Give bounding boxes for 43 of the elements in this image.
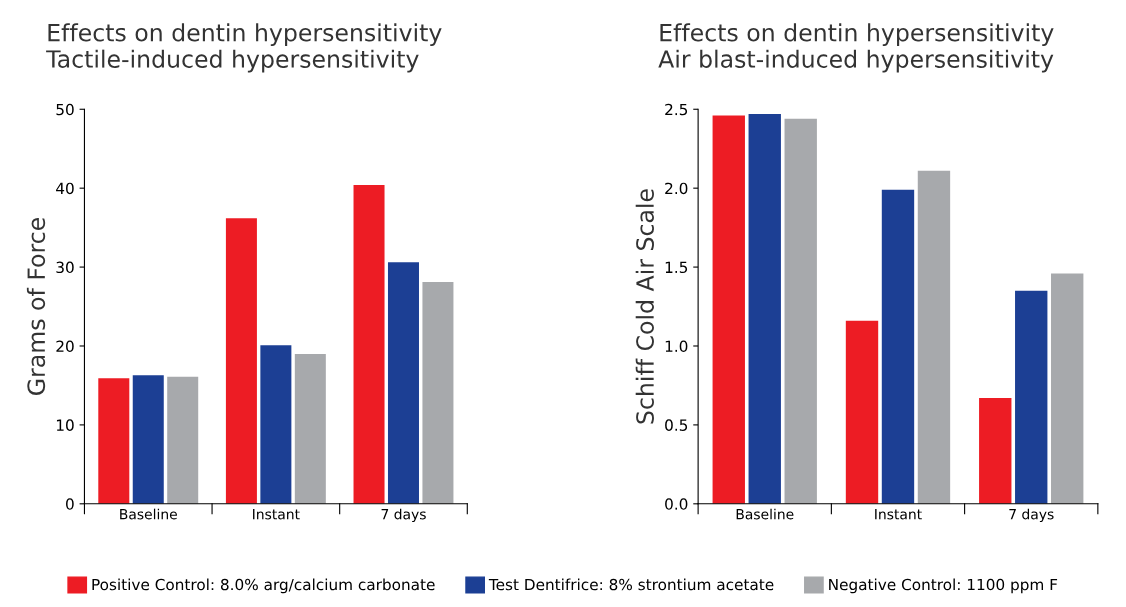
- chart-title: Effects on dentin hypersensitivity Tactile-induced hypersensitivity: [46, 23, 442, 73]
- chart-title: Effects on dentin hypersensitivity Air blast-induced hypersensitivity: [658, 23, 1054, 73]
- y-tick-label: 10: [56, 419, 74, 431]
- y-tick-label: 30: [56, 261, 74, 274]
- bar: [353, 185, 385, 504]
- x-tick-label: 7 days: [381, 508, 426, 523]
- bar: [845, 320, 879, 504]
- bar: [917, 170, 951, 504]
- y-tick-label: 40: [56, 182, 74, 195]
- bar: [712, 115, 745, 504]
- y-tick-label: 0: [66, 498, 74, 510]
- bar: [132, 375, 164, 504]
- legend-label: Positive Control: 8.0% arg/calcium carbonate: [92, 578, 435, 594]
- bar: [748, 113, 781, 504]
- y-tick-label: 0.0: [665, 498, 688, 510]
- y-axis-title: Schiff Cold Air Scale: [635, 189, 654, 424]
- y-tick-label: 0.5: [665, 419, 688, 431]
- bar: [294, 353, 326, 504]
- x-tick-label: Baseline: [736, 508, 794, 520]
- bar: [881, 189, 915, 504]
- x-tick-label: Baseline: [120, 508, 177, 520]
- bar: [167, 376, 199, 504]
- bar: [784, 118, 817, 504]
- bar: [260, 345, 292, 504]
- legend-label: Test Dentifrice: 8% strontium acetate: [488, 578, 774, 591]
- bar: [422, 282, 454, 504]
- y-tick-label: 20: [56, 340, 74, 353]
- bar: [98, 378, 130, 504]
- legend-label: Negative Control: 1100 ppm F: [829, 578, 1058, 594]
- x-tick-label: 7 days: [1009, 508, 1054, 523]
- y-tick-label: 2.0: [665, 182, 688, 195]
- bar: [1015, 290, 1048, 504]
- bar: [1051, 273, 1084, 504]
- y-tick-label: 1.5: [665, 261, 688, 274]
- y-tick-label: 50: [56, 103, 74, 116]
- bar: [387, 262, 419, 504]
- y-tick-label: 1.0: [665, 340, 688, 353]
- y-tick-label: 2.5: [665, 103, 688, 116]
- bar: [225, 218, 257, 504]
- y-axis-title: Grams of Force: [26, 218, 46, 395]
- x-tick-label: Instant: [875, 509, 922, 520]
- x-tick-label: Instant: [253, 509, 300, 520]
- bar: [979, 398, 1012, 504]
